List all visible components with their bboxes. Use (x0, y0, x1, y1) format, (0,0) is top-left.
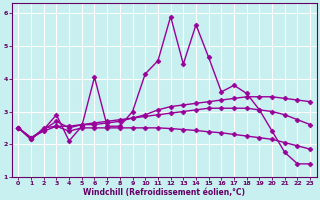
X-axis label: Windchill (Refroidissement éolien,°C): Windchill (Refroidissement éolien,°C) (83, 188, 245, 197)
